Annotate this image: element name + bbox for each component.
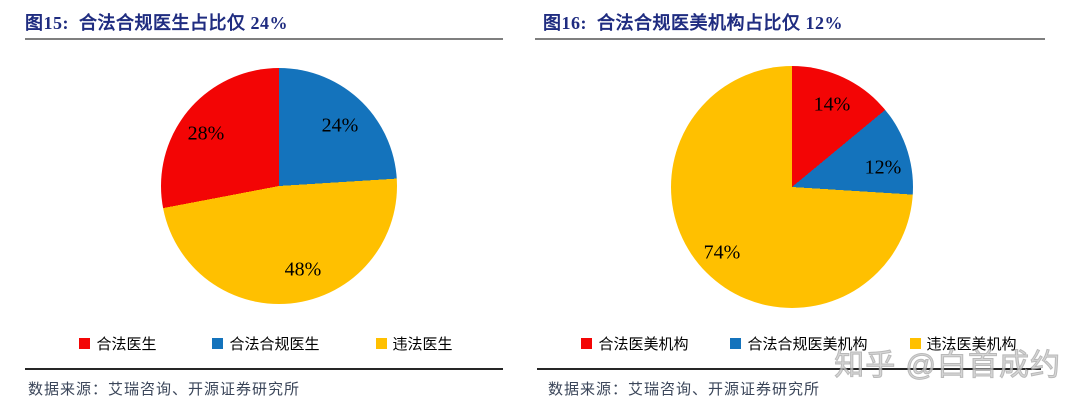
chart-title-figure-16: 图16: 合法合规医美机构占比仅 12% xyxy=(543,13,843,33)
legend-swatch-blue-icon xyxy=(212,338,224,349)
legend-label: 合法合规医生 xyxy=(229,337,320,353)
source-divider xyxy=(537,368,1041,370)
pie-chart-institutions xyxy=(671,66,913,308)
panel-figure-16: 图16: 合法合规医美机构占比仅 12% 14% 12% 74% 合法医美机构 … xyxy=(533,0,1065,413)
legend-swatch-yellow-icon xyxy=(909,338,921,349)
data-source-note: 数据来源：艾瑞咨询、开源证券研究所 xyxy=(28,382,301,398)
data-source-note: 数据来源：艾瑞咨询、开源证券研究所 xyxy=(548,382,821,398)
legend-swatch-red-icon xyxy=(581,338,593,349)
title-underline xyxy=(25,38,503,40)
legend-item-legal-compliant-doctors: 合法合规医生 xyxy=(212,333,320,354)
legend-label: 合法医生 xyxy=(96,337,157,353)
legend-item-legal-doctors: 合法医生 xyxy=(79,333,156,354)
pie-chart-doctors xyxy=(161,68,397,304)
pie-label-legal-doctors: 28% xyxy=(187,122,225,145)
pie-label-legal-compliant-doctors: 24% xyxy=(321,114,359,137)
legend-doctors: 合法医生 合法合规医生 违法医生 xyxy=(0,333,532,354)
title-underline xyxy=(535,38,1045,40)
legend-swatch-blue-icon xyxy=(730,338,742,349)
legend-label: 违法医美机构 xyxy=(926,337,1017,353)
legend-institutions: 合法医美机构 合法合规医美机构 违法医美机构 xyxy=(533,333,1065,354)
legend-label: 违法医生 xyxy=(392,337,453,353)
source-divider xyxy=(25,368,503,370)
pie-label-illegal-institutions: 74% xyxy=(703,241,741,264)
legend-item-illegal-doctors: 违法医生 xyxy=(375,333,453,354)
legend-item-illegal-institutions: 违法医美机构 xyxy=(909,333,1017,354)
panel-figure-15: 图15: 合法合规医生占比仅 24% 28% 24% 48% 合法医生 合法合规… xyxy=(0,0,532,413)
legend-label: 合法医美机构 xyxy=(598,337,689,353)
legend-item-legal-institutions: 合法医美机构 xyxy=(581,333,688,354)
legend-label: 合法合规医美机构 xyxy=(747,337,868,353)
pie-label-legal-institutions: 14% xyxy=(813,93,851,116)
pie-label-legal-compliant-institutions: 12% xyxy=(864,156,902,179)
chart-title-figure-15: 图15: 合法合规医生占比仅 24% xyxy=(25,13,288,33)
legend-swatch-yellow-icon xyxy=(375,338,387,349)
pie-label-illegal-doctors: 48% xyxy=(284,258,322,281)
legend-swatch-red-icon xyxy=(79,338,91,349)
legend-item-legal-compliant-institutions: 合法合规医美机构 xyxy=(730,333,868,354)
zhihu-watermark: 知乎 @白首成约 xyxy=(834,349,1061,383)
